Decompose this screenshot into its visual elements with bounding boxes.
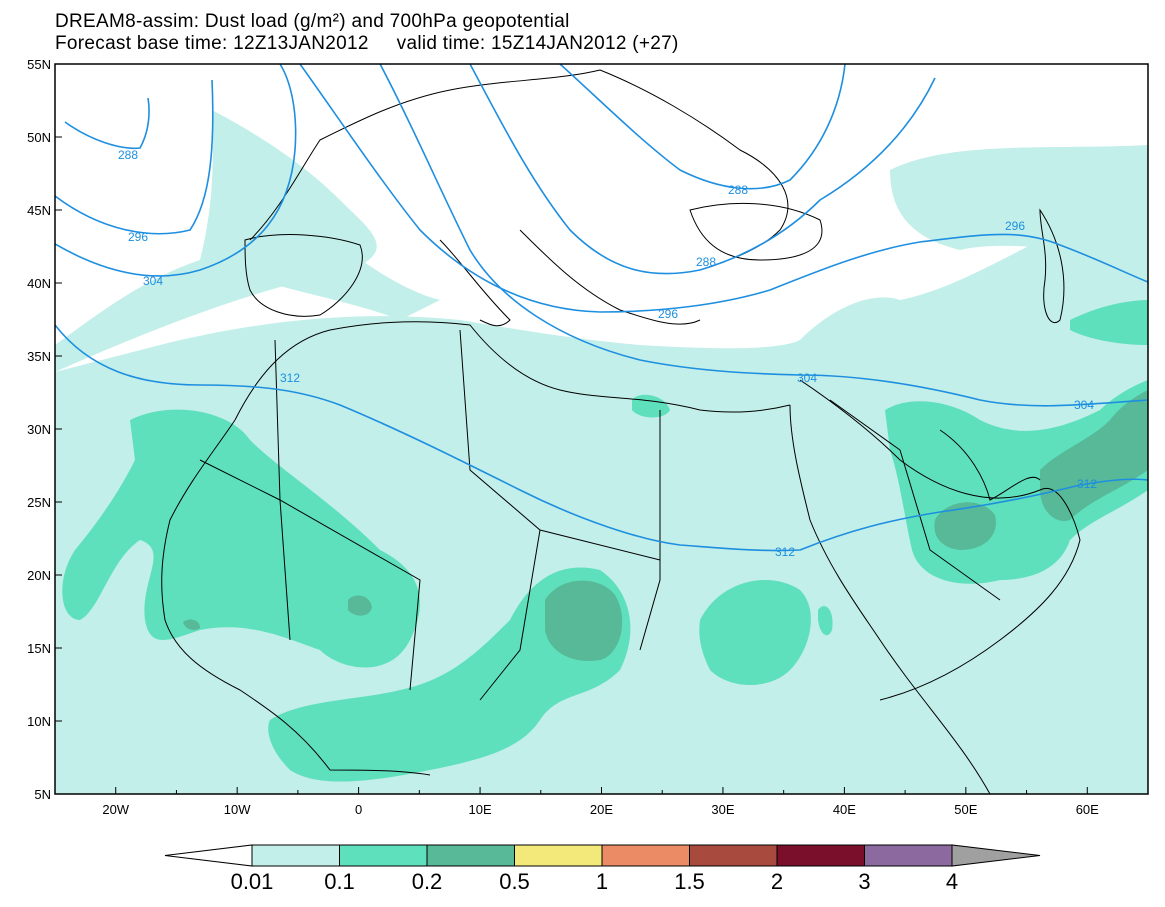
coast-west-africa <box>161 419 431 776</box>
coast-europe <box>249 69 789 271</box>
dust-region-morocco-sahara <box>62 409 421 668</box>
lon-tick-label: 10W <box>224 802 251 817</box>
dust-region-central-asia <box>890 145 1148 260</box>
coast-iberia <box>244 234 363 317</box>
contour-line-304-west <box>55 64 297 277</box>
colorbar-label: 0.01 <box>230 869 274 894</box>
dust-region-mali-core <box>348 595 372 616</box>
colorbar-label: 1 <box>595 869 609 894</box>
lon-tick-label: 50E <box>954 802 977 817</box>
dust-region-arabia-core <box>934 502 996 550</box>
contour-label-296-aegean: 296 <box>658 307 678 321</box>
dust-region-caspian <box>1070 300 1148 345</box>
contour-label-304-east: 304 <box>1074 398 1094 412</box>
lon-tick-label: 60E <box>1076 802 1099 817</box>
coast-gulf <box>939 429 1041 501</box>
colorbar-swatch <box>339 844 428 867</box>
dust-region-mauritania-core <box>183 619 200 630</box>
lat-tick-label: 15N <box>27 641 51 656</box>
lon-tick-label: 0 <box>355 802 362 817</box>
coast-balkans <box>519 229 701 325</box>
lon-tick-label: 10E <box>468 802 491 817</box>
contour-line-288-east <box>559 64 846 190</box>
lat-tick-label: 30N <box>27 422 51 437</box>
chart-title-line-2: Forecast base time: 12Z13JAN2012 valid t… <box>55 33 679 54</box>
plot-frame: 20W 10W 0 10E 20E 30E 40E 50E 60E 55N 50N 45N 40N 35… <box>27 57 1149 817</box>
colorbar-label: 0.5 <box>499 869 530 894</box>
contour-line-296-east <box>299 64 1148 313</box>
contour-line-288-balkans <box>469 64 936 275</box>
colorbar-swatch <box>864 844 953 867</box>
contour-label-304-west: 304 <box>143 274 163 288</box>
lat-tick-label: 25N <box>27 495 51 510</box>
contour-line-288-west <box>64 97 150 150</box>
geopotential-contours <box>55 64 1148 552</box>
colorbar-swatch <box>426 844 515 867</box>
contour-line-312 <box>55 324 1148 552</box>
border-sahara-4 <box>479 529 541 701</box>
lon-tick-label: 40E <box>833 802 856 817</box>
lon-axis: 20W 10W 0 10E 20E 30E 40E 50E 60E <box>102 787 1149 817</box>
lat-tick-label: 50N <box>27 130 51 145</box>
contour-line-304-east <box>379 64 1148 407</box>
colorbar-arrow-high <box>951 844 1041 867</box>
contour-label-288-black-sea: 288 <box>728 183 748 197</box>
colorbar-swatch <box>514 844 603 867</box>
contour-label-288-balkans: 288 <box>696 255 716 269</box>
contour-label-288-west: 288 <box>118 148 138 162</box>
contour-label-312-sudan: 312 <box>775 545 795 559</box>
dust-layer <box>55 110 1148 794</box>
lon-tick-label: 30E <box>711 802 734 817</box>
border-sahara-2 <box>459 329 661 561</box>
lat-tick-label: 10N <box>27 714 51 729</box>
colorbar-label: 0.1 <box>324 869 355 894</box>
coast-italy <box>439 239 511 327</box>
dust-region-sudan <box>699 580 811 685</box>
colorbar-swatch <box>689 844 778 867</box>
chart-title-line-1: DREAM8-assim: Dust load (g/m²) and 700hP… <box>55 11 570 32</box>
colorbar-label: 1.5 <box>674 869 705 894</box>
contour-label-304-levant: 304 <box>797 371 817 385</box>
dust-region-chad-core <box>545 580 623 661</box>
lon-tick-label: 20E <box>590 802 613 817</box>
dust-region-gulf-guinea <box>268 567 631 782</box>
lat-tick-label: 35N <box>27 349 51 364</box>
colorbar-label: 0.2 <box>411 869 443 894</box>
lat-axis: 55N 50N 45N 40N 35N 30N 25N 20N 15N 10N 5N <box>27 57 62 802</box>
lat-tick-label: 20N <box>27 568 51 583</box>
contour-label-312-west: 312 <box>280 371 300 385</box>
lat-tick-label: 5N <box>34 787 51 802</box>
dust-region-red-sea <box>818 606 833 636</box>
colorbar-label: 4 <box>945 869 959 894</box>
colorbar-label: 2 <box>770 869 784 894</box>
lat-tick-label: 45N <box>27 203 51 218</box>
colorbar-arrow-low <box>164 844 253 867</box>
dust-region-europe-band <box>212 110 440 320</box>
coast-arabia <box>799 379 1081 701</box>
contour-label-312-east: 312 <box>1077 477 1097 491</box>
lat-tick-label: 40N <box>27 276 51 291</box>
dust-region-northwest <box>55 110 377 372</box>
colorbar-label: 3 <box>858 869 871 894</box>
contour-labels: 288 296 304 312 288 288 296 296 304 304 … <box>118 148 1097 559</box>
border-sahel <box>199 459 421 691</box>
contour-label-296-east: 296 <box>1005 219 1025 233</box>
border-saudi <box>829 399 1001 601</box>
coast-north-africa <box>234 321 791 421</box>
coast-caspian <box>1039 208 1065 323</box>
colorbar-swatch <box>776 844 865 867</box>
lon-tick-label: 20W <box>102 802 129 817</box>
lat-tick-label: 55N <box>27 57 51 72</box>
colorbar-swatch <box>601 844 690 867</box>
colorbar-swatch <box>251 844 340 867</box>
dust-level-2 <box>62 300 1148 782</box>
coastlines <box>161 69 1081 794</box>
contour-label-296-west: 296 <box>128 230 148 244</box>
contour-line-296-west <box>55 79 214 235</box>
coast-black-sea <box>689 202 823 261</box>
coast-east-africa <box>789 404 991 794</box>
colorbar <box>164 844 1041 867</box>
border-sahara-3 <box>639 410 661 651</box>
